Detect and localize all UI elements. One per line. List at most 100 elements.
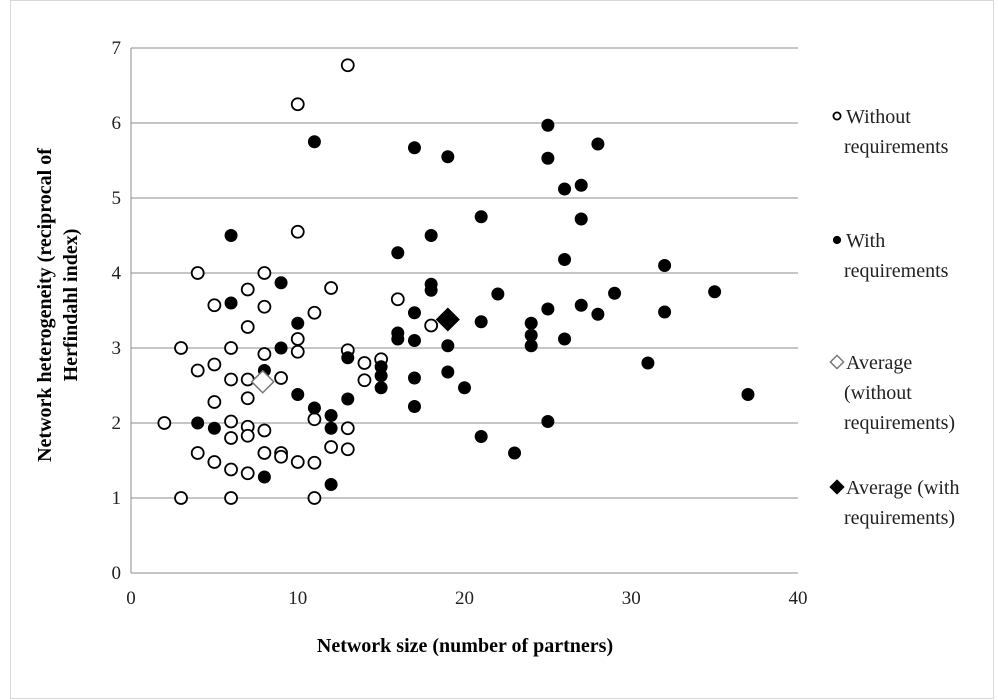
filled-circle-point	[641, 356, 655, 370]
filled-circle-point	[508, 446, 522, 460]
open-circle-point	[340, 58, 355, 73]
open-circle-point	[240, 391, 255, 406]
legend-label: (without	[844, 382, 912, 404]
open-circle-point	[340, 442, 355, 457]
filled-circle-point	[224, 296, 238, 310]
x-tick-label: 10	[288, 588, 307, 609]
filled-circle-point	[274, 276, 288, 290]
filled-circle-point	[441, 339, 455, 353]
filled-circle-point	[541, 118, 555, 132]
filled-circle-point	[541, 151, 555, 165]
open-circle-point	[174, 341, 188, 355]
open-circle-point	[290, 332, 305, 346]
legend-label: requirements)	[844, 507, 955, 529]
filled-circle-point	[608, 286, 622, 300]
open-circle-point	[307, 412, 322, 427]
chart-frame	[10, 0, 994, 699]
open-circle-point	[274, 449, 288, 464]
filled-circle-point	[291, 388, 305, 401]
open-circle-point	[240, 320, 255, 334]
open-circle-point	[207, 298, 222, 313]
legend: Without requirements With requirements Avera…	[829, 106, 959, 529]
filled-circle-point	[558, 332, 572, 346]
open-circle-point	[174, 491, 188, 505]
open-circle-point	[190, 266, 205, 280]
open-circle-point	[274, 371, 288, 385]
filled-circle-point	[574, 298, 588, 312]
filled-circle-point	[291, 316, 305, 330]
y-tick-label: 0	[112, 563, 122, 584]
open-circle-point	[207, 395, 222, 409]
filled-circle-point	[658, 259, 672, 272]
series-1	[191, 118, 755, 491]
filled-circle-point	[558, 182, 572, 196]
filled-circle-point	[324, 409, 338, 422]
filled-circle-point	[541, 415, 555, 428]
filled-circle-point	[424, 283, 438, 297]
legend-label: Average	[846, 352, 912, 374]
y-tick-label: 6	[112, 113, 122, 134]
open-circle-point	[157, 416, 172, 430]
filled-circle-point	[474, 430, 488, 443]
filled-circle-point	[274, 341, 288, 355]
x-tick-label: 0	[126, 588, 136, 609]
y-tick-labels: 0 1 2 3 4 5 6 7	[112, 38, 122, 584]
open-circle-point	[224, 414, 238, 429]
filled-circle-point	[324, 478, 338, 491]
y-tick-label: 7	[112, 38, 122, 59]
open-circle-point	[240, 282, 255, 297]
filled-circle-point	[307, 401, 321, 415]
open-circle-point	[240, 466, 255, 481]
filled-circle-point	[574, 212, 588, 226]
filled-circle-point	[558, 253, 572, 266]
filled-circle-point	[458, 381, 471, 395]
series-3	[435, 307, 460, 332]
open-circle-point	[257, 299, 272, 314]
filled-circle-point	[441, 150, 455, 164]
open-circle-point	[357, 356, 372, 370]
open-circle-point	[390, 292, 405, 307]
open-circle-point	[290, 455, 305, 469]
filled-circle-point	[391, 246, 405, 260]
filled-circle-point	[741, 388, 755, 401]
filled-circle-point	[207, 421, 221, 435]
filled-circle-point	[374, 369, 388, 383]
filled-circle-point	[708, 285, 722, 299]
legend-entry-2: Average (without requirements)	[829, 352, 955, 434]
filled-circle-point	[341, 351, 355, 365]
open-circle-point	[207, 357, 222, 372]
filled-circle-point	[658, 305, 672, 319]
legend-marker	[832, 235, 842, 245]
y-axis-title: Network heterogeneity (reciprocal of Her…	[34, 148, 82, 462]
filled-diamond-point	[435, 307, 460, 332]
filled-circle-point	[341, 392, 355, 406]
y-tick-label: 5	[112, 188, 122, 209]
x-tick-label: 40	[789, 588, 808, 609]
filled-circle-point	[307, 135, 321, 149]
open-circle-point	[307, 491, 322, 505]
filled-circle-point	[541, 302, 555, 316]
open-circle-point	[424, 318, 439, 333]
legend-label: requirements	[844, 260, 949, 282]
open-circle-point	[240, 428, 255, 443]
open-circle-point	[224, 491, 238, 505]
filled-circle-point	[374, 381, 388, 395]
filled-circle-point	[441, 365, 455, 379]
filled-circle-point	[407, 141, 421, 155]
open-circle-point	[257, 423, 272, 438]
filled-circle-point	[324, 421, 338, 435]
legend-marker	[829, 354, 845, 370]
gridlines	[131, 47, 798, 499]
legend-label: With	[846, 230, 885, 252]
open-circle-point	[290, 97, 305, 112]
filled-circle-point	[407, 371, 421, 385]
open-circle-point	[324, 281, 339, 295]
series-2	[250, 369, 275, 394]
axes	[130, 48, 798, 574]
open-circle-point	[207, 455, 222, 469]
open-circle-point	[224, 462, 238, 477]
filled-circle-point	[407, 334, 421, 347]
open-circle-point	[257, 266, 272, 280]
open-circle-point	[357, 373, 372, 388]
filled-circle-point	[191, 416, 205, 430]
